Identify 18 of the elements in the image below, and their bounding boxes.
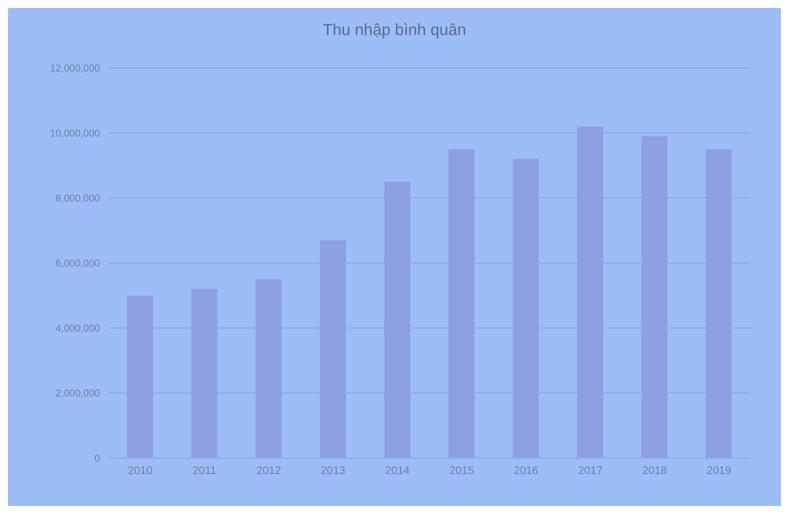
y-tick-label: 12,000,000 bbox=[50, 64, 100, 75]
y-tick-label: 6,000,000 bbox=[56, 258, 100, 270]
x-tick-label: 2019 bbox=[706, 464, 732, 477]
y-tick-label: 8,000,000 bbox=[56, 194, 100, 205]
x-tick-label: 2016 bbox=[514, 464, 538, 477]
y-tick-label: 10,000,000 bbox=[50, 128, 100, 140]
x-tick-label: 2014 bbox=[385, 464, 410, 477]
x-tick-label: 2011 bbox=[192, 464, 216, 477]
x-tick-label: 2018 bbox=[642, 464, 667, 477]
x-tick-label: 2010 bbox=[128, 464, 152, 477]
y-tick-label: 0 bbox=[94, 454, 100, 465]
chart-title: Thu nhập bình quân bbox=[322, 22, 468, 40]
x-tick-label: 2017 bbox=[578, 464, 602, 477]
x-tick-label: 2012 bbox=[256, 464, 281, 477]
x-tick-label: 2015 bbox=[449, 464, 474, 477]
x-tick-label: 2013 bbox=[320, 464, 346, 477]
y-tick-label: 2,000,000 bbox=[56, 388, 100, 400]
y-tick-label: 4,000,000 bbox=[56, 324, 100, 335]
